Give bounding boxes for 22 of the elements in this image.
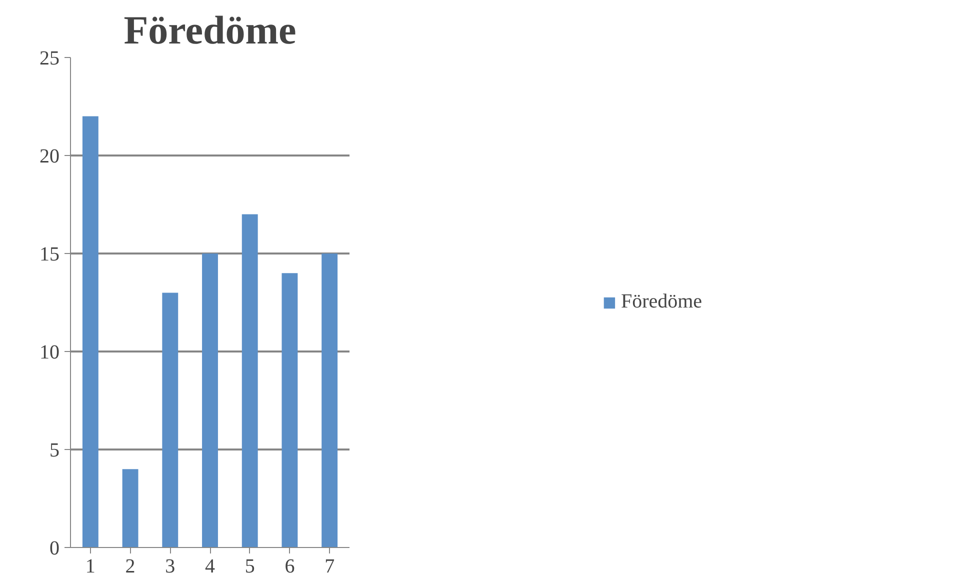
bar (322, 254, 338, 548)
x-tick-label: 1 (85, 556, 96, 578)
x-tick-label: 7 (324, 556, 335, 578)
y-tick-label: 25 (40, 48, 60, 70)
x-tick-label: 6 (284, 556, 295, 578)
x-tick-label: 4 (205, 556, 215, 578)
bar (242, 214, 258, 548)
x-tick-label: 3 (165, 556, 176, 578)
y-tick-label: 15 (40, 244, 60, 266)
y-tick-label: 10 (40, 342, 60, 364)
chart-title: Föredöme (124, 8, 296, 52)
y-tick-label: 5 (50, 440, 60, 462)
bar (82, 116, 98, 548)
bar (202, 254, 218, 548)
legend-label: Föredöme (620, 290, 702, 314)
y-tick-label: 0 (50, 538, 60, 560)
bar (162, 292, 178, 548)
x-tick-label: 2 (125, 556, 136, 578)
bar (122, 469, 138, 548)
y-tick-label: 20 (40, 146, 60, 168)
x-tick-label: 5 (244, 556, 255, 578)
bar (282, 273, 298, 548)
